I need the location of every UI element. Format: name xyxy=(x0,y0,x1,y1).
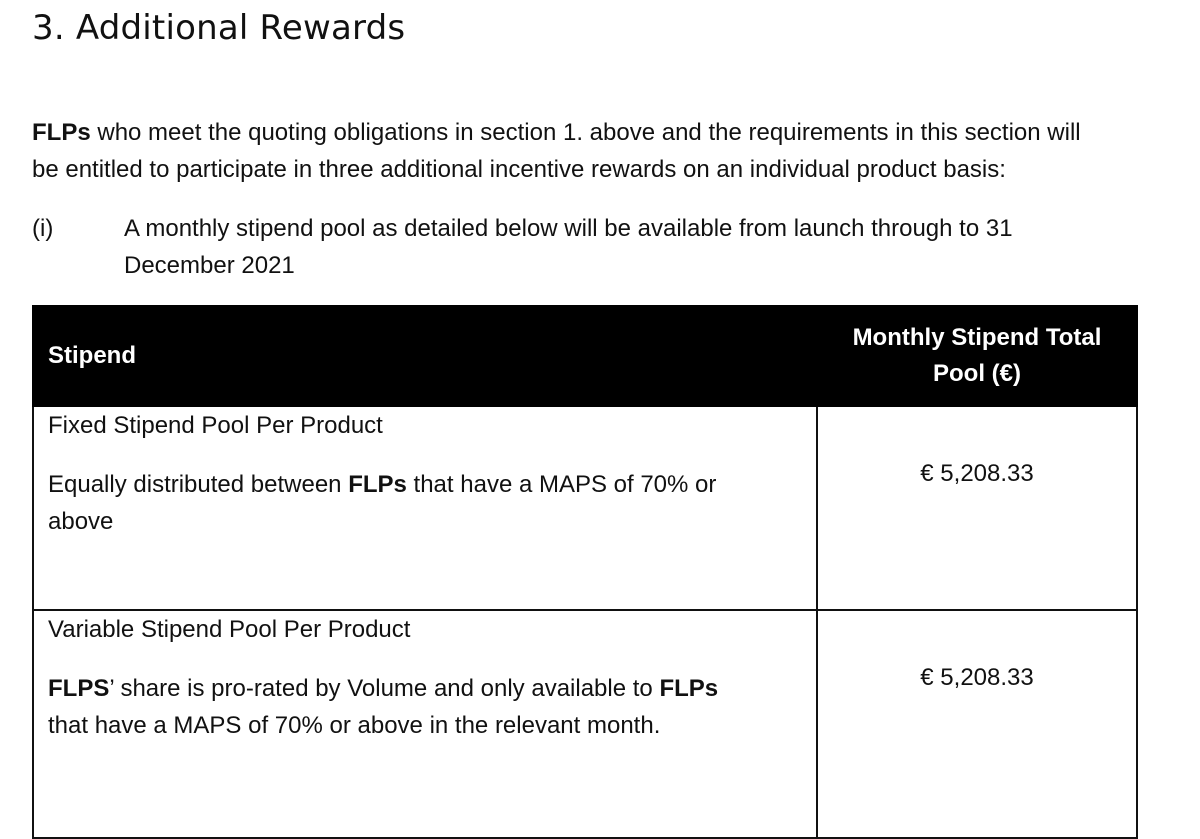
section-heading: 3. Additional Rewards xyxy=(32,8,406,48)
list-item-line2: December 2021 xyxy=(124,252,295,279)
row-desc-bold2: FLPs xyxy=(659,675,719,702)
header-pool-line1: Monthly Stipend Total xyxy=(852,324,1102,351)
intro-bold-term: FLPs xyxy=(32,119,91,146)
row-fixed-amount: € 5,208.33 xyxy=(816,405,1138,611)
row-desc-post: that have a MAPS of 70% or xyxy=(406,471,717,498)
row-desc: Equally distributed between FLPs that ha… xyxy=(48,466,802,540)
list-item-line1: A monthly stipend pool as detailed below… xyxy=(124,215,1013,242)
stipend-table: Stipend Monthly Stipend Total Pool (€) F… xyxy=(32,305,1138,839)
row-desc-bold1: FLPS xyxy=(48,675,110,702)
intro-text-line2: be entitled to participate in three addi… xyxy=(32,156,1006,183)
row-variable-amount: € 5,208.33 xyxy=(816,609,1138,839)
table-row: Variable Stipend Pool Per Product FLPS’ … xyxy=(32,609,1138,839)
row-desc: FLPS’ share is pro-rated by Volume and o… xyxy=(48,670,802,744)
list-marker: (i) xyxy=(32,215,54,242)
row-desc-line2: above xyxy=(48,508,114,535)
intro-paragraph: FLPs who meet the quoting obligations in… xyxy=(32,114,1192,188)
table-header-row: Stipend Monthly Stipend Total Pool (€) xyxy=(32,305,1138,407)
intro-text-line1: who meet the quoting obligations in sect… xyxy=(90,119,1081,146)
row-title: Fixed Stipend Pool Per Product xyxy=(48,412,383,439)
row-variable-description: Variable Stipend Pool Per Product FLPS’ … xyxy=(32,609,818,839)
header-stipend: Stipend xyxy=(32,305,818,407)
row-fixed-description: Fixed Stipend Pool Per Product Equally d… xyxy=(32,405,818,611)
table-row: Fixed Stipend Pool Per Product Equally d… xyxy=(32,405,1138,611)
row-desc-pre: Equally distributed between xyxy=(48,471,349,498)
row-desc-mid: ’ share is pro-rated by Volume and only … xyxy=(109,675,660,702)
row-desc-bold: FLPs xyxy=(348,471,407,498)
row-title: Variable Stipend Pool Per Product xyxy=(48,616,411,643)
list-item-text: A monthly stipend pool as detailed below… xyxy=(124,210,1124,284)
header-monthly-pool: Monthly Stipend Total Pool (€) xyxy=(816,305,1138,407)
row-desc-line2: that have a MAPS of 70% or above in the … xyxy=(48,712,661,739)
header-pool-line2: Pool (€) xyxy=(933,360,1021,387)
